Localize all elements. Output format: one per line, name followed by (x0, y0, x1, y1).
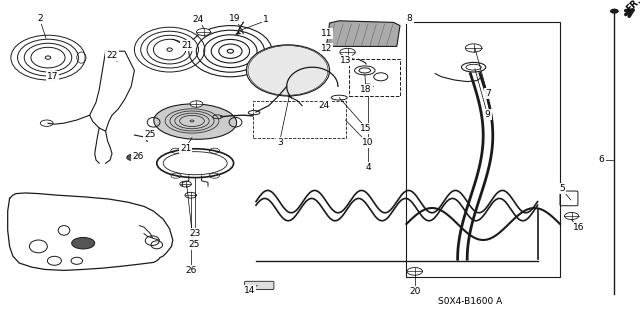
Text: 3: 3 (277, 138, 282, 147)
Text: 4: 4 (365, 164, 371, 172)
Text: 6: 6 (599, 156, 604, 164)
Circle shape (72, 237, 95, 249)
Text: FR.: FR. (624, 0, 640, 13)
Circle shape (196, 28, 211, 36)
Circle shape (185, 192, 196, 198)
Text: 26: 26 (186, 266, 197, 275)
Text: 25: 25 (188, 240, 200, 249)
Text: 19: 19 (229, 14, 241, 23)
Text: 21: 21 (181, 41, 193, 50)
Circle shape (180, 181, 191, 187)
FancyBboxPatch shape (244, 281, 274, 290)
Text: 24: 24 (193, 15, 204, 24)
Bar (349, 59, 400, 96)
Circle shape (465, 44, 482, 52)
Text: 9: 9 (485, 110, 490, 119)
Text: 13: 13 (340, 56, 351, 65)
Text: 15: 15 (360, 124, 372, 133)
Text: 25: 25 (144, 130, 156, 139)
Text: 21: 21 (180, 144, 191, 153)
Text: 8: 8 (407, 14, 412, 23)
Text: 26: 26 (132, 152, 144, 161)
Bar (253, 101, 346, 138)
Text: 22: 22 (106, 51, 118, 60)
Ellipse shape (154, 104, 237, 139)
Bar (406, 22, 560, 277)
Text: 14: 14 (244, 286, 255, 295)
Text: S0X4-B1600 A: S0X4-B1600 A (438, 297, 502, 306)
Polygon shape (236, 32, 241, 35)
Text: 18: 18 (360, 85, 372, 94)
Circle shape (127, 154, 140, 161)
Polygon shape (326, 21, 400, 46)
Polygon shape (8, 193, 173, 270)
Text: 20: 20 (409, 287, 420, 296)
Text: 1: 1 (263, 15, 268, 24)
Text: 10: 10 (362, 138, 374, 147)
Text: 16: 16 (573, 223, 584, 232)
Text: 11: 11 (321, 29, 332, 38)
Circle shape (190, 101, 203, 107)
Text: 23: 23 (189, 229, 201, 238)
Text: 2: 2 (37, 14, 42, 23)
Ellipse shape (246, 45, 330, 96)
Circle shape (611, 9, 618, 13)
Circle shape (564, 212, 579, 220)
Text: 5: 5 (559, 184, 564, 193)
Text: 12: 12 (321, 44, 332, 53)
Text: 17: 17 (47, 72, 58, 81)
Circle shape (407, 268, 422, 275)
Text: 24: 24 (319, 101, 330, 110)
Circle shape (340, 48, 355, 56)
Text: 7: 7 (485, 89, 490, 98)
